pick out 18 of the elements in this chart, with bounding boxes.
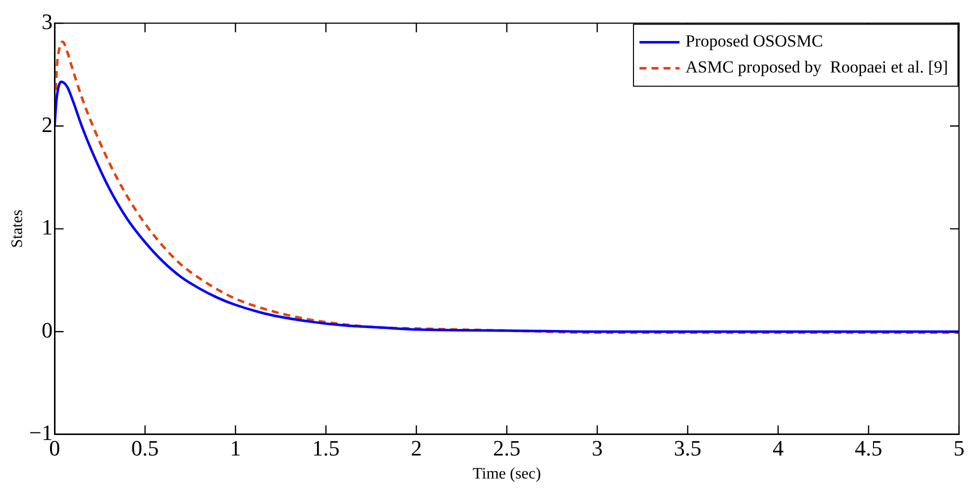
y-tick-label: 0	[42, 317, 53, 342]
x-tick-label: 4.5	[854, 435, 882, 460]
y-tick-label: 3	[42, 8, 53, 34]
y-tick-label: 2	[42, 112, 53, 137]
x-tick-label: 3	[592, 435, 603, 460]
x-tick-label: 1.5	[312, 435, 340, 460]
y-axis-title: States	[8, 210, 26, 248]
x-tick-label: 4	[772, 435, 784, 460]
y-tick-label: 1	[42, 214, 53, 240]
x-tick-label: 2.5	[493, 435, 521, 460]
x-tick-label: 3.5	[674, 435, 702, 460]
legend-label: Proposed OSOSMC	[685, 32, 823, 51]
x-tick-label: 2	[410, 435, 422, 460]
x-axis-title: Time (sec)	[472, 466, 541, 483]
legend-label: ASMC proposed by Roopaei et al. [9]	[685, 58, 948, 77]
x-tick-label: 1	[230, 435, 241, 460]
x-tick-label: 5	[954, 435, 964, 460]
x-tick-label: 0.5	[131, 435, 159, 460]
